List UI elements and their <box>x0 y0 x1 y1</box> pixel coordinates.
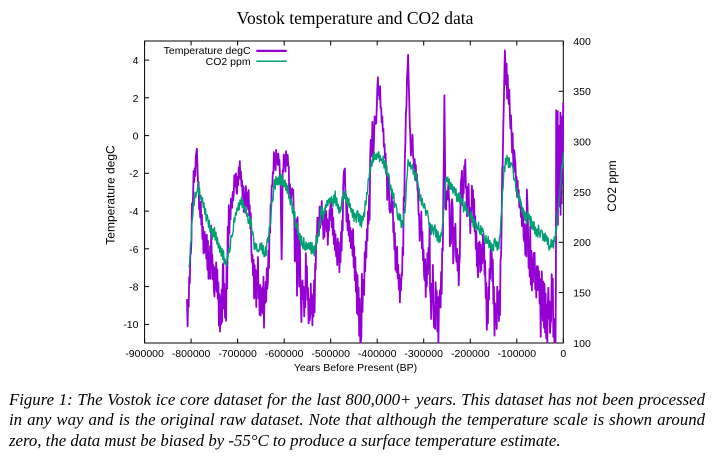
svg-text:-8: -8 <box>129 282 138 294</box>
svg-text:-4: -4 <box>129 206 138 218</box>
svg-text:CO2 ppm: CO2 ppm <box>605 160 619 211</box>
svg-text:0: 0 <box>560 348 566 360</box>
svg-text:-700000: -700000 <box>218 348 257 360</box>
svg-text:300: 300 <box>573 137 591 149</box>
svg-text:400: 400 <box>573 36 591 48</box>
svg-text:-10: -10 <box>123 319 138 331</box>
svg-text:2: 2 <box>133 93 139 105</box>
svg-text:-500000: -500000 <box>311 348 350 360</box>
svg-text:-100000: -100000 <box>498 348 537 360</box>
svg-text:Years Before Present (BP): Years Before Present (BP) <box>294 362 417 374</box>
svg-text:0: 0 <box>133 131 139 143</box>
svg-text:-6: -6 <box>129 244 138 256</box>
svg-text:100: 100 <box>573 338 591 350</box>
svg-text:Temperature degC: Temperature degC <box>104 145 118 245</box>
svg-text:-900000: -900000 <box>125 348 164 360</box>
svg-text:-300000: -300000 <box>404 348 443 360</box>
svg-text:-800000: -800000 <box>172 348 211 360</box>
svg-text:-2: -2 <box>129 168 138 180</box>
svg-text:250: 250 <box>573 187 591 199</box>
svg-text:-400000: -400000 <box>358 348 397 360</box>
svg-text:-600000: -600000 <box>265 348 304 360</box>
svg-text:350: 350 <box>573 86 591 98</box>
svg-text:-200000: -200000 <box>451 348 490 360</box>
svg-text:CO2 ppm: CO2 ppm <box>206 56 251 68</box>
svg-text:150: 150 <box>573 288 591 300</box>
svg-text:Vostok temperature and CO2 dat: Vostok temperature and CO2 data <box>237 8 474 28</box>
svg-text:Temperature degC: Temperature degC <box>164 45 251 57</box>
svg-text:4: 4 <box>133 55 139 67</box>
svg-text:200: 200 <box>573 237 591 249</box>
